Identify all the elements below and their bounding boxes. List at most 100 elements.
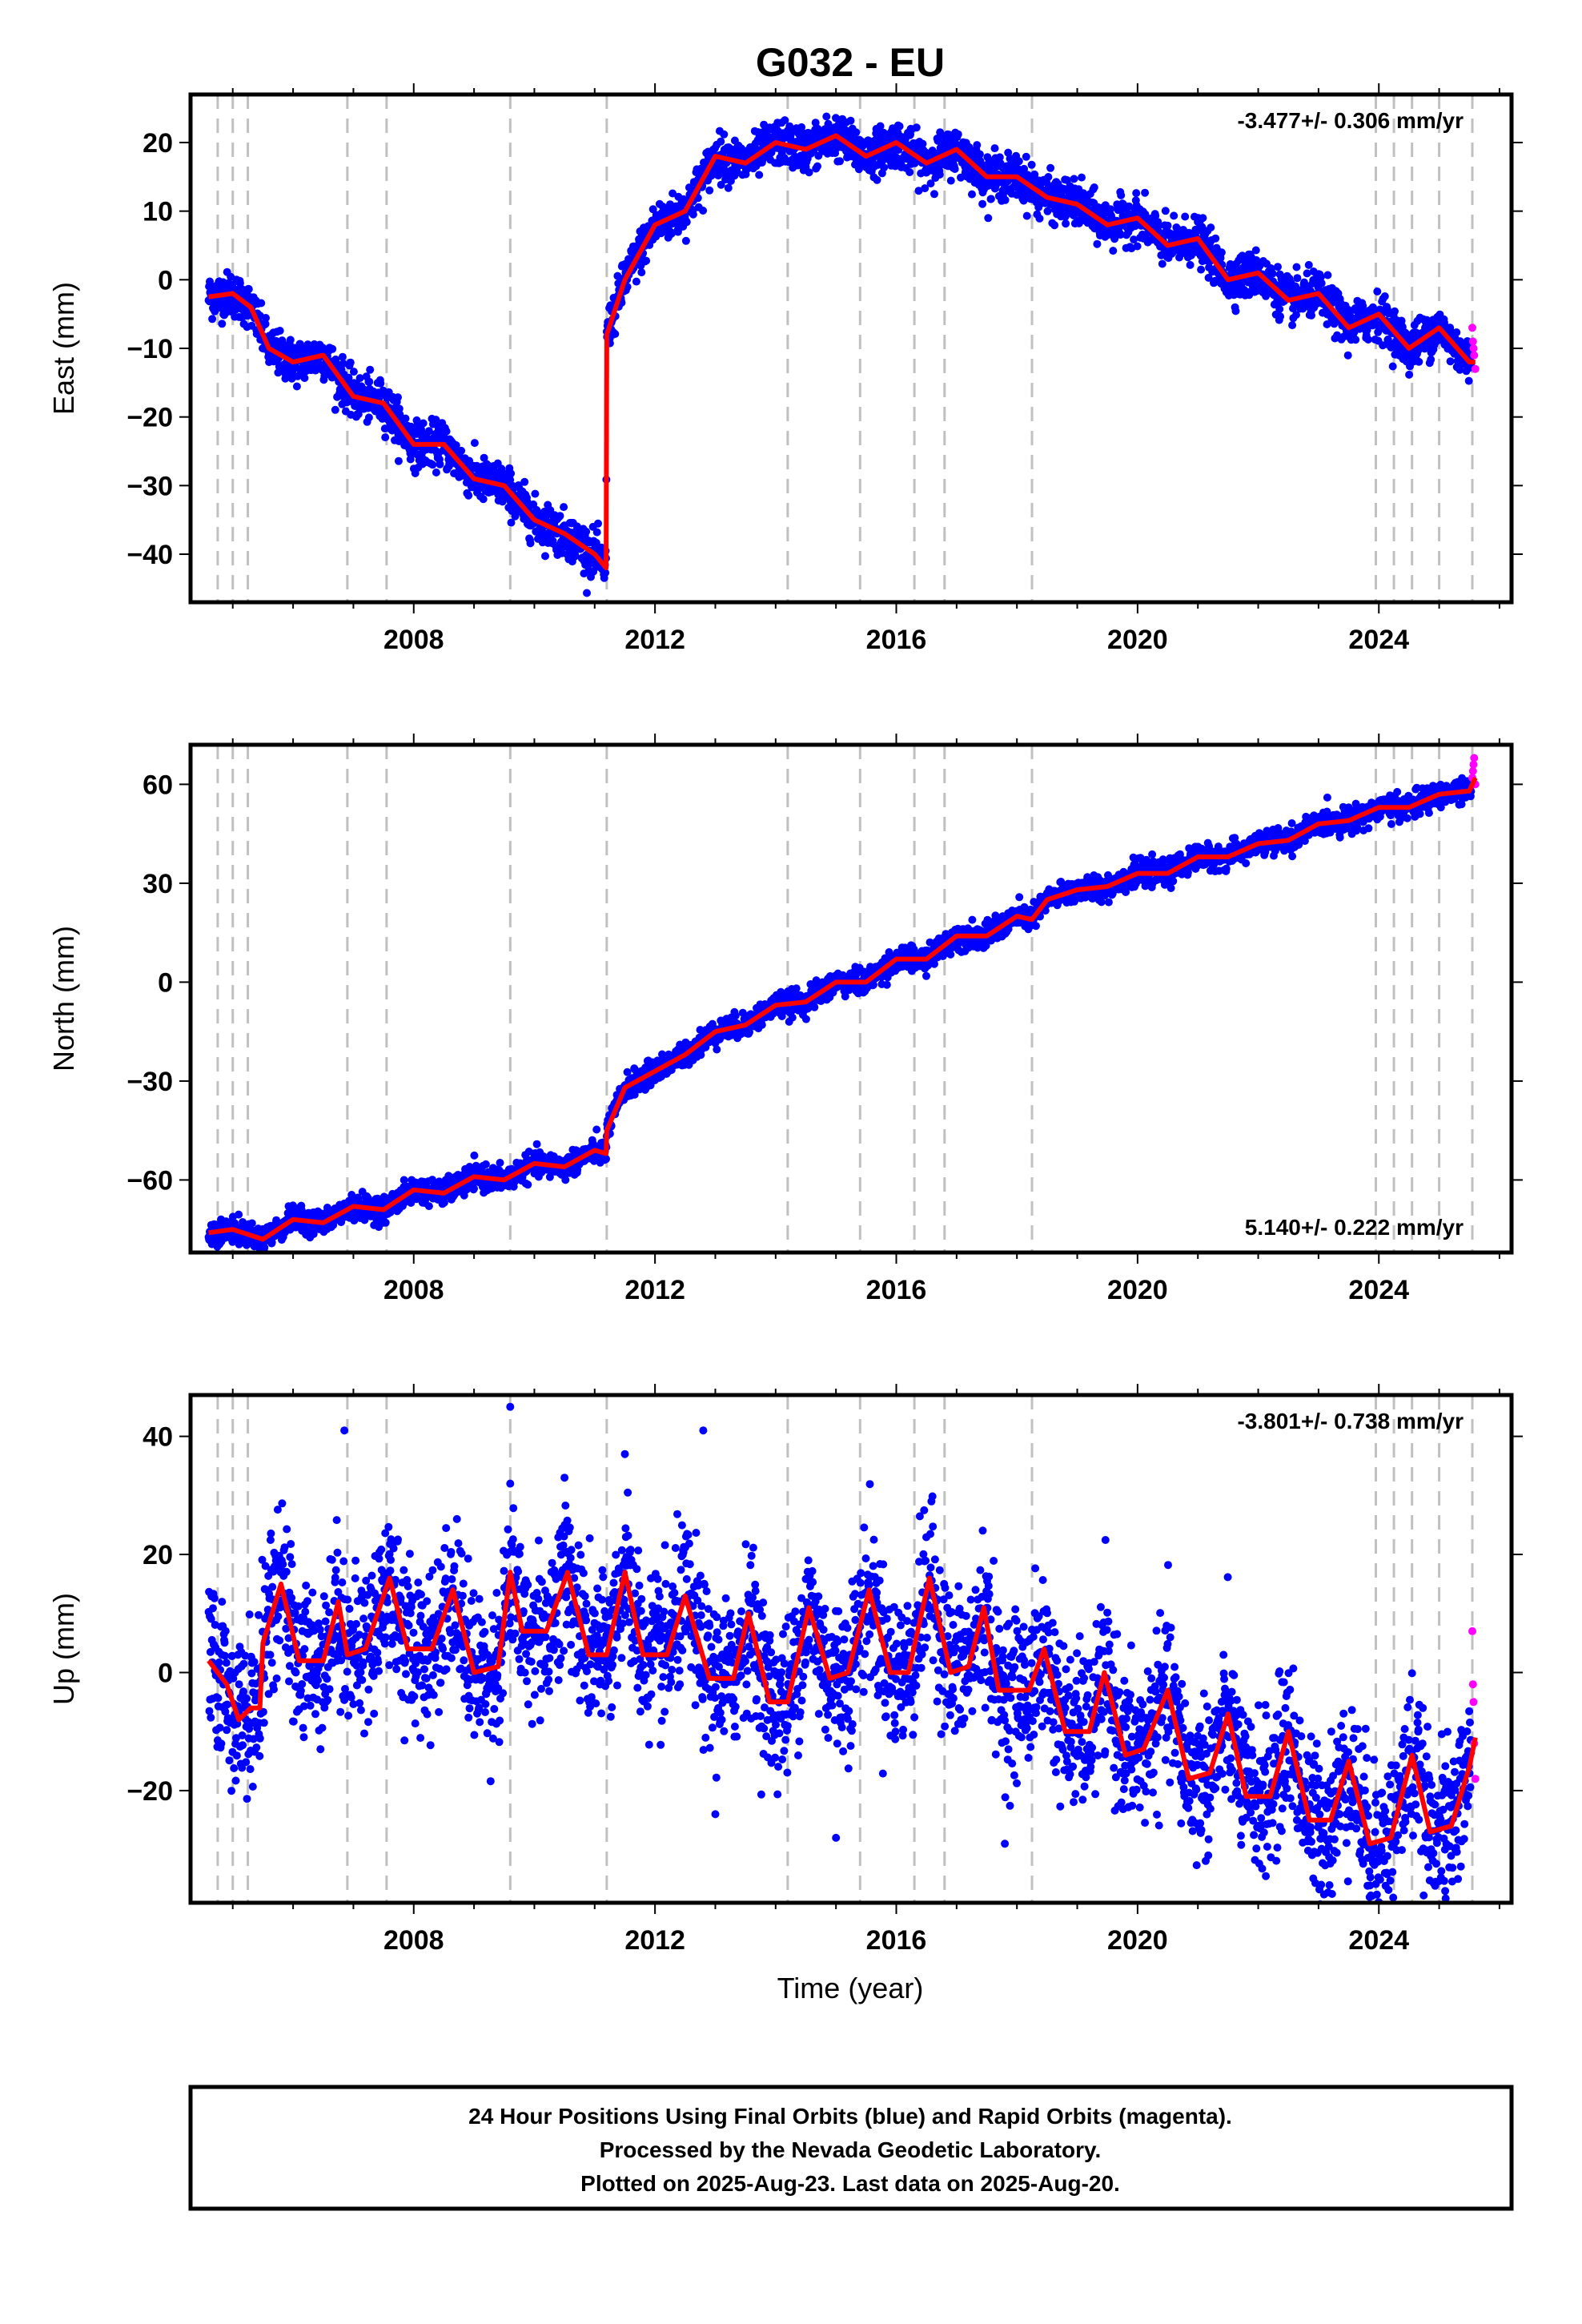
data-point (545, 1172, 554, 1181)
data-point (724, 183, 733, 192)
data-point (717, 180, 725, 189)
data-point (1170, 211, 1178, 220)
data-point (436, 460, 444, 468)
data-point (346, 358, 355, 367)
data-point (1186, 260, 1195, 269)
data-point (658, 1050, 666, 1059)
data-point (1181, 212, 1190, 221)
data-point (1027, 160, 1036, 169)
data-point (1446, 357, 1455, 366)
data-point (1226, 259, 1235, 268)
data-point (1093, 239, 1102, 248)
y-tick-label: −10 (126, 334, 173, 364)
data-point (1043, 207, 1052, 215)
data-point (930, 190, 938, 199)
data-point (912, 123, 921, 132)
data-point (1046, 163, 1055, 172)
data-point (1050, 221, 1059, 230)
x-tick-label: 2024 (1348, 625, 1409, 655)
y-tick-label: 10 (143, 197, 173, 227)
data-point (496, 1159, 504, 1167)
data-point (457, 446, 466, 455)
data-point (1307, 311, 1315, 320)
data-point (292, 382, 301, 391)
data-point (681, 236, 690, 245)
data-point (260, 1243, 269, 1252)
data-point (1197, 265, 1206, 274)
data-point (267, 1238, 276, 1247)
data-point (208, 315, 217, 324)
x-tick-label: 2020 (1107, 625, 1168, 655)
data-point (1035, 214, 1044, 223)
data-point (984, 214, 993, 223)
model-fit-line (208, 133, 1476, 571)
data-point (1388, 362, 1397, 371)
data-point (435, 1177, 444, 1186)
data-point (1062, 219, 1070, 228)
data-point (805, 168, 813, 177)
data-point (1106, 205, 1115, 214)
data-point (926, 179, 935, 188)
data-point (400, 1176, 408, 1184)
data-point (880, 163, 889, 172)
data-point (935, 171, 944, 179)
data-point (1090, 183, 1098, 191)
data-point (360, 1216, 369, 1224)
data-point (1415, 357, 1423, 366)
data-point (1423, 316, 1431, 324)
data-point (946, 176, 955, 185)
x-tick-label: 2012 (624, 625, 685, 655)
data-point (338, 352, 347, 361)
data-point (235, 1210, 243, 1219)
data-point (470, 1151, 479, 1160)
data-point (1323, 271, 1332, 279)
panel-frame (188, 92, 1514, 605)
data-point (561, 1176, 570, 1184)
data-point (364, 413, 373, 422)
data-point (720, 130, 729, 139)
data-point (520, 477, 529, 486)
data-point (419, 419, 428, 428)
data-point (611, 330, 620, 338)
data-point (1275, 305, 1284, 313)
data-point (275, 327, 284, 335)
data-point (355, 374, 364, 383)
data-point (376, 379, 385, 388)
data-point (1207, 223, 1215, 232)
data-point (717, 137, 725, 146)
data-point (1292, 311, 1300, 320)
data-point (1062, 176, 1071, 184)
data-point (954, 130, 962, 139)
data-point (339, 360, 347, 368)
rapid-point (1469, 344, 1478, 352)
data-point (556, 512, 564, 521)
data-point (381, 433, 390, 442)
data-point (394, 393, 402, 402)
data-point (1161, 207, 1170, 215)
data-point (1001, 195, 1010, 204)
data-point (1373, 287, 1382, 296)
data-point (247, 1219, 256, 1228)
y-tick-label: −40 (126, 540, 173, 570)
data-point (1078, 173, 1086, 182)
data-point (986, 195, 995, 203)
data-point (623, 1068, 632, 1076)
data-point (452, 441, 460, 449)
data-point (1316, 273, 1325, 282)
data-point (1456, 365, 1464, 374)
final-orbit-points (204, 774, 1476, 1252)
data-point (218, 320, 227, 328)
data-point (1020, 164, 1029, 173)
data-point (394, 456, 403, 465)
data-point (470, 1184, 478, 1193)
data-point (705, 186, 714, 195)
data-point (541, 552, 549, 561)
rapid-point (1468, 337, 1477, 346)
data-point (632, 277, 640, 286)
data-point (1452, 328, 1461, 336)
data-point (349, 368, 358, 376)
data-point (876, 122, 885, 131)
data-point (1044, 173, 1053, 181)
x-tick-label: 2008 (383, 625, 444, 655)
